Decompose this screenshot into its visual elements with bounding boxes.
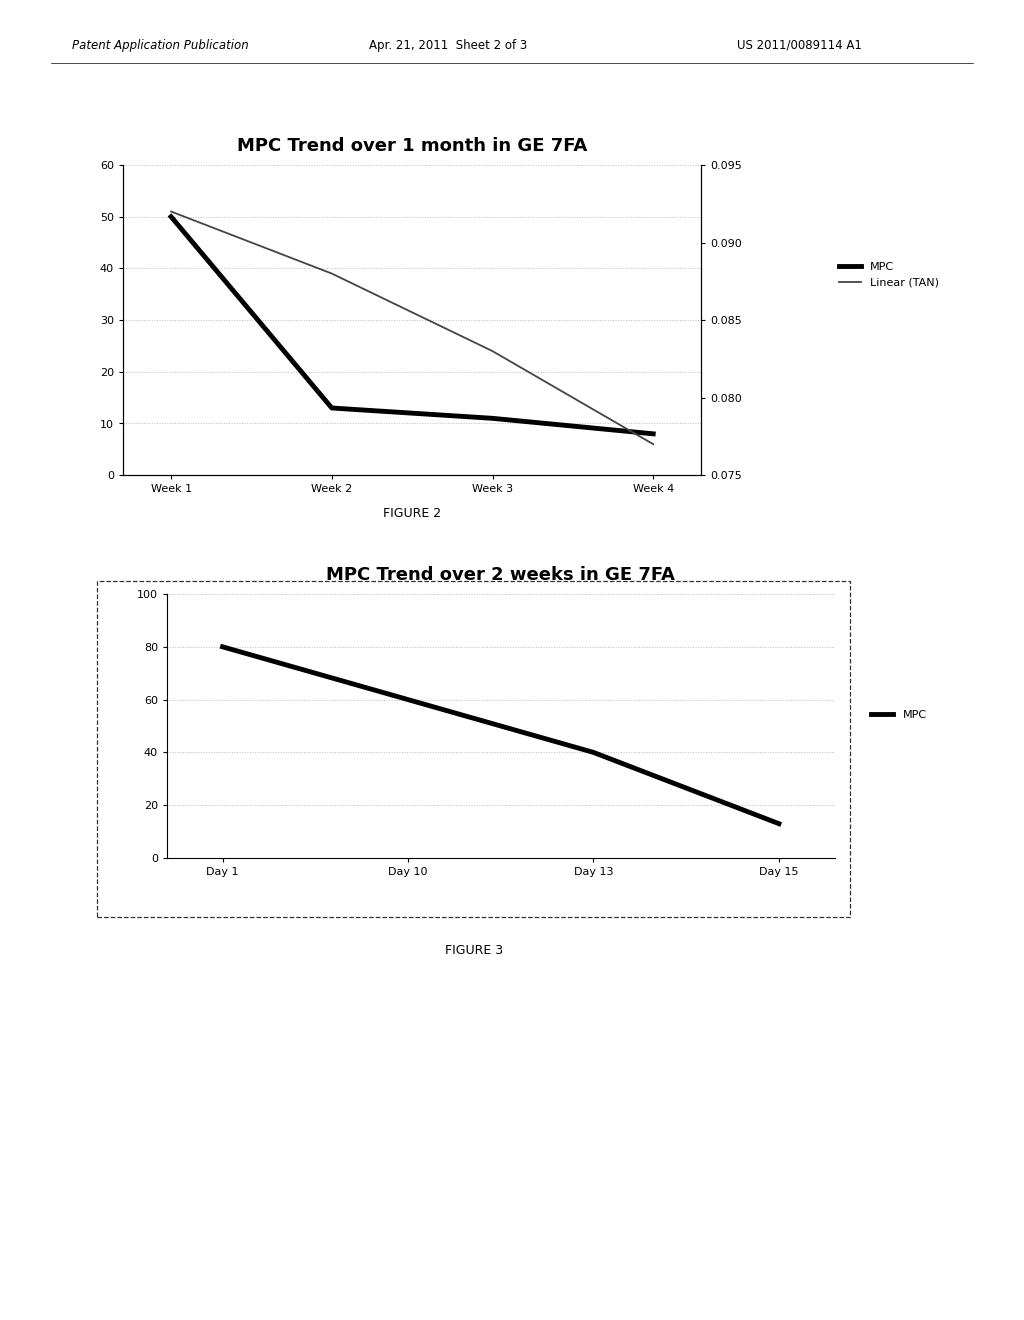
Title: MPC Trend over 2 weeks in GE 7FA: MPC Trend over 2 weeks in GE 7FA bbox=[327, 566, 675, 585]
Text: US 2011/0089114 A1: US 2011/0089114 A1 bbox=[737, 38, 862, 51]
Text: FIGURE 3: FIGURE 3 bbox=[444, 944, 503, 957]
Text: Apr. 21, 2011  Sheet 2 of 3: Apr. 21, 2011 Sheet 2 of 3 bbox=[369, 38, 527, 51]
Title: MPC Trend over 1 month in GE 7FA: MPC Trend over 1 month in GE 7FA bbox=[237, 137, 588, 156]
Text: FIGURE 2: FIGURE 2 bbox=[383, 507, 441, 520]
Legend: MPC, Linear (TAN): MPC, Linear (TAN) bbox=[835, 257, 943, 292]
Text: Patent Application Publication: Patent Application Publication bbox=[72, 38, 249, 51]
Legend: MPC: MPC bbox=[867, 705, 931, 725]
